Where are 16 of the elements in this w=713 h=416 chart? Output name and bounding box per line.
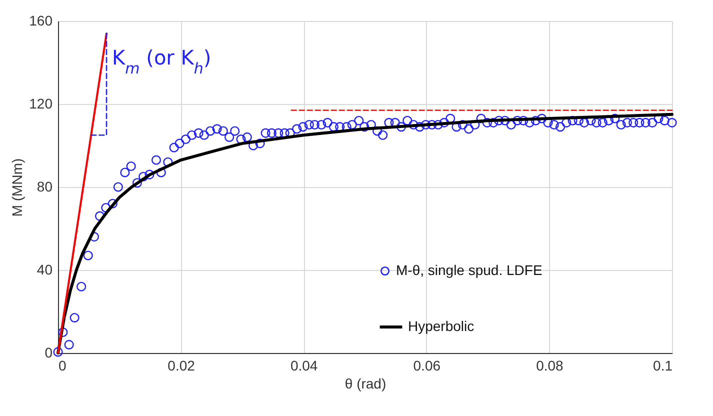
x-tick-label: 0.08 <box>536 358 564 374</box>
x-tick-label: 0.02 <box>168 358 196 374</box>
y-tick-label: 80 <box>36 178 53 194</box>
x-tick-label: 0.06 <box>413 358 441 374</box>
x-tick-label: 0.04 <box>290 358 318 374</box>
y-axis-title: M (MNm) <box>9 158 26 217</box>
y-tick-label: 120 <box>29 96 53 112</box>
y-tick-label: 40 <box>36 262 53 278</box>
x-tick-label: 0.1 <box>653 358 673 374</box>
legend-label: M-θ, single spud. LDFE <box>396 262 542 278</box>
y-tick-label: 0 <box>44 344 53 360</box>
x-axis-title: θ (rad) <box>344 376 386 392</box>
annotation: K$_{m}$ (or K$_{h}$) <box>112 45 212 78</box>
legend-label: Hyperbolic <box>408 318 474 334</box>
x-tick-label: 0 <box>58 358 66 374</box>
y-tick-label: 160 <box>29 12 53 28</box>
